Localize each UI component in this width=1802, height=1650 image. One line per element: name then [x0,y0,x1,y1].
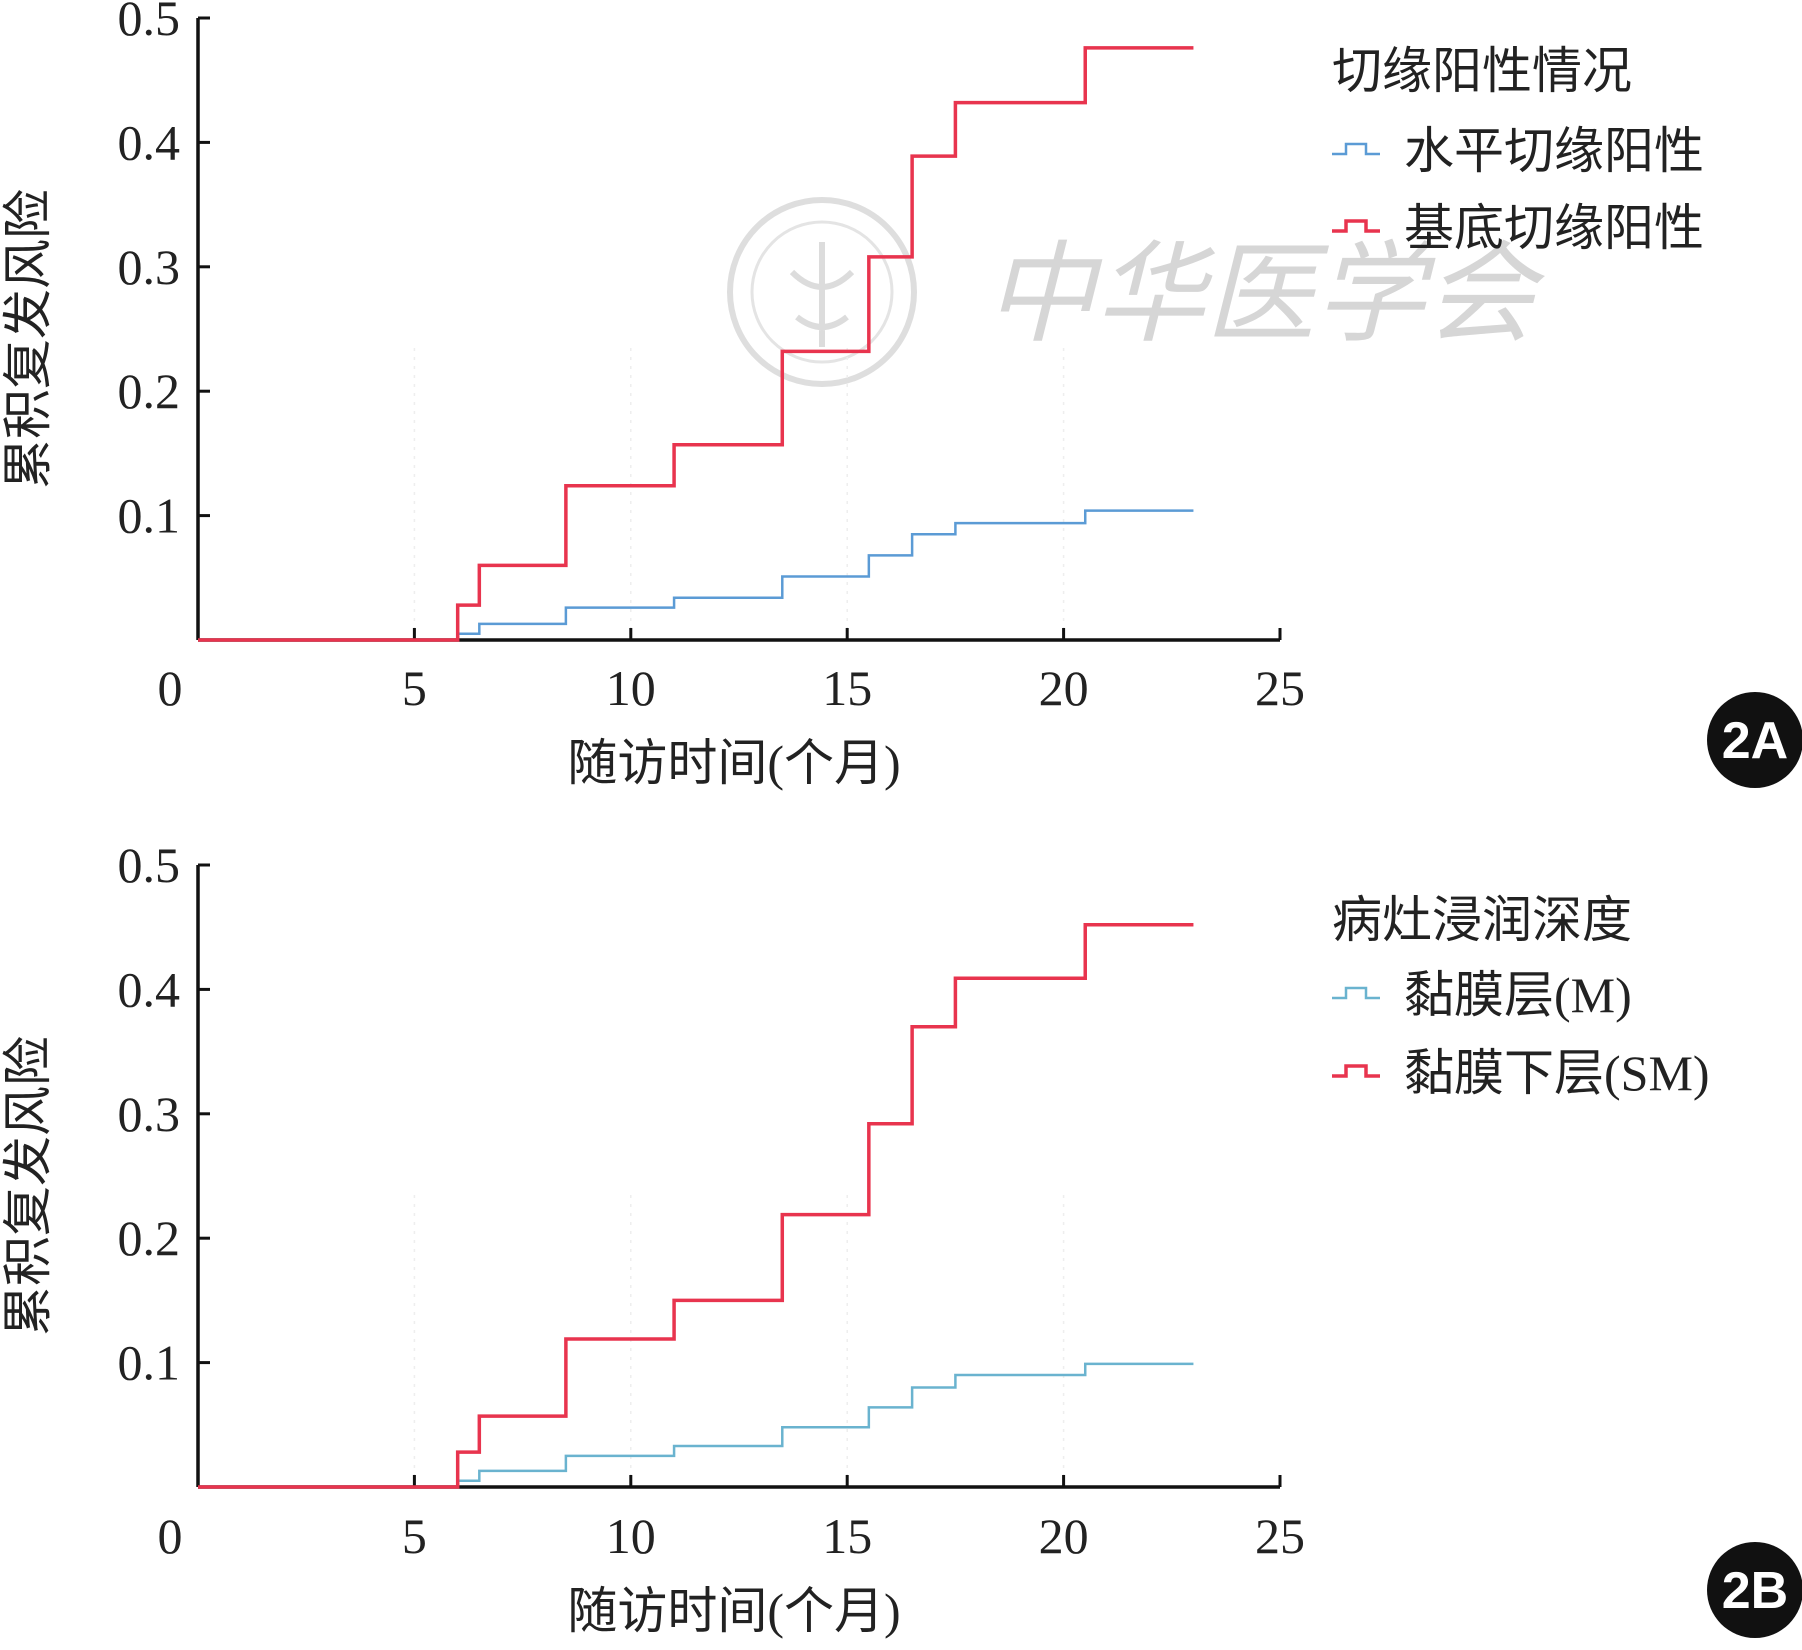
watermark-text: 中华医学会 [985,230,1545,358]
legend-label: 水平切缘阳性 [1404,123,1704,179]
legend-label: 黏膜下层(SM) [1404,1045,1710,1101]
legend-swatch-red [1332,1064,1380,1078]
panel-badge-label: 2A [1722,712,1788,770]
x-tick-label: 10 [606,660,656,716]
panel-badge [1707,1542,1802,1638]
panel-badge-label: 2B [1722,1562,1788,1620]
x-tick-label: 0 [158,1508,183,1564]
legend-swatch-blue [1332,142,1380,156]
series-line-red [198,922,1194,1489]
legend-label: 基底切缘阳性 [1404,200,1704,256]
legend-title: 切缘阳性情况 [1332,43,1632,99]
x-axis-title: 随访时间(个月) [567,735,900,791]
y-tick-label: 0.5 [118,0,181,46]
y-tick-label: 0.4 [118,961,181,1017]
watermark: 中华医学会 [727,197,1545,387]
series-line-blue [198,509,1194,642]
x-tick-label: 25 [1255,660,1305,716]
x-tick-label: 15 [822,660,872,716]
x-tick-label: 10 [606,1508,656,1564]
x-tick-label: 5 [402,660,427,716]
series-line-blue [198,1362,1194,1489]
y-tick-label: 0.2 [118,363,181,419]
y-axis-title: 累积复发风险 [0,1036,56,1336]
x-tick-label: 0 [158,660,183,716]
x-tick-label: 15 [822,1508,872,1564]
x-tick-label: 5 [402,1508,427,1564]
y-tick-label: 0.3 [118,239,181,295]
panel-badge [1707,692,1802,788]
y-tick-label: 0.3 [118,1086,181,1142]
x-tick-label: 20 [1039,1508,1089,1564]
panel-2b: 0 5 10 15 20 25 0.1 0.2 0.3 0.4 0.5 随访时间(个月) 累积复发风险 病… [0,837,1802,1639]
legend-label: 黏膜层(M) [1404,967,1632,1023]
watermark-seal-icon [727,197,917,387]
y-tick-label: 0.5 [118,837,181,893]
legend-title: 病灶浸润深度 [1332,892,1632,948]
y-tick-label: 0.4 [118,114,181,170]
x-tick-label: 20 [1039,660,1089,716]
series-line-red [198,46,1194,642]
y-tick-label: 0.1 [118,1335,181,1391]
legend-swatch-blue [1332,986,1380,1000]
y-tick-label: 0.1 [118,488,181,544]
panel-2a: 0 5 10 15 20 25 0.1 0.2 0.3 0.4 0.5 随访时间(个月) 累积复发风险 切… [0,0,1802,791]
x-tick-label: 25 [1255,1508,1305,1564]
y-tick-label: 0.2 [118,1210,181,1266]
x-axis-title: 随访时间(个月) [567,1583,900,1639]
legend-swatch-red [1332,219,1380,233]
y-axis-title: 累积复发风险 [0,189,56,489]
